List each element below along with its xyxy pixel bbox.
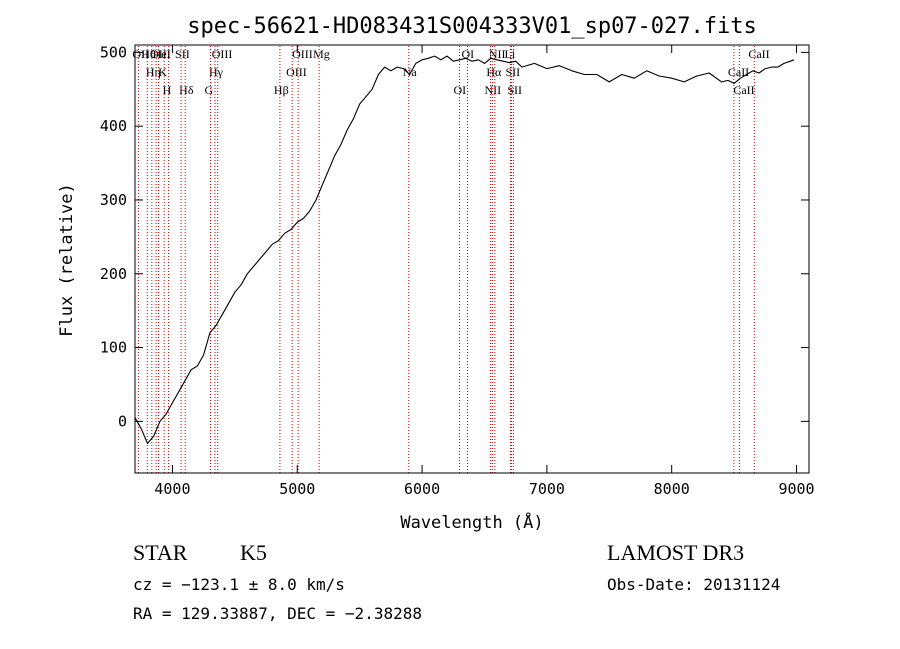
line-marker-label: SII bbox=[507, 83, 522, 97]
chart-title: spec-56621-HD083431S004333V01_sp07-027.f… bbox=[187, 14, 757, 39]
line-marker-label: OIII bbox=[286, 65, 307, 79]
line-marker-label: OIII bbox=[212, 47, 233, 61]
line-marker-label: OIII bbox=[150, 47, 171, 61]
line-marker-label: Na bbox=[403, 65, 418, 79]
line-markers: HθK Hδ OII HeI SII OIII HηH OIII Hγ G OIII OIII Hβ Mg… bbox=[132, 46, 770, 473]
survey-name: LAMOST DR3 bbox=[607, 540, 745, 565]
y-tick-label: 300 bbox=[100, 191, 127, 209]
line-marker-label: K bbox=[158, 65, 167, 79]
y-axis: 0 100 200 300 400 500 bbox=[100, 43, 809, 430]
line-marker-label: G bbox=[205, 83, 214, 97]
y-tick-label: 100 bbox=[100, 339, 127, 357]
spectrum-series bbox=[134, 55, 795, 445]
y-tick-label: 200 bbox=[100, 265, 127, 283]
y-tick-label: 0 bbox=[118, 412, 127, 430]
observation-date: Obs-Date: 20131124 bbox=[607, 575, 781, 594]
line-marker-label: OIII bbox=[292, 47, 313, 61]
line-marker-label: OI bbox=[462, 47, 475, 61]
spectrum-line bbox=[134, 55, 795, 445]
x-tick-label: 7000 bbox=[529, 480, 565, 498]
line-marker-label: NII bbox=[489, 47, 506, 61]
x-tick-label: 5000 bbox=[279, 480, 315, 498]
x-tick-label: 8000 bbox=[654, 480, 690, 498]
line-marker-label: Hα bbox=[486, 65, 502, 79]
line-marker-label: H bbox=[163, 83, 172, 97]
line-marker-label: Hη bbox=[146, 65, 161, 79]
plot-frame bbox=[134, 44, 810, 474]
line-marker-label: OI bbox=[454, 83, 467, 97]
y-axis-label: Flux (relative) bbox=[57, 183, 77, 337]
x-axis: 4000 5000 6000 7000 8000 9000 bbox=[154, 45, 815, 498]
line-marker-label: Hδ bbox=[179, 83, 194, 97]
line-marker-label: CaII bbox=[748, 47, 769, 61]
line-marker-label: CaII bbox=[733, 83, 754, 97]
y-tick-label: 400 bbox=[100, 117, 127, 135]
line-marker-label: SII bbox=[175, 47, 190, 61]
x-tick-label: 4000 bbox=[154, 480, 190, 498]
line-marker-label: CaII bbox=[728, 65, 749, 79]
line-marker-label: Li bbox=[504, 47, 515, 61]
object-subclass: K5 bbox=[240, 540, 267, 565]
line-marker-label: SII bbox=[505, 65, 520, 79]
line-marker-label: OII bbox=[132, 47, 149, 61]
redshift-readout: cz = −123.1 ± 8.0 km/s bbox=[133, 575, 345, 594]
object-class: STAR bbox=[133, 540, 188, 565]
x-tick-label: 6000 bbox=[404, 480, 440, 498]
line-marker-label: Hβ bbox=[274, 83, 289, 97]
line-marker-label: NII bbox=[484, 83, 501, 97]
coordinates-readout: RA = 129.33887, DEC = −2.38288 bbox=[133, 604, 422, 623]
line-marker-label: HeI bbox=[153, 47, 171, 61]
x-axis-label: Wavelength (Å) bbox=[400, 511, 543, 533]
line-marker-label: Mg bbox=[313, 47, 330, 61]
line-marker-label: Hγ bbox=[209, 65, 224, 79]
line-marker-label: Hθ bbox=[141, 47, 156, 61]
y-tick-label: 500 bbox=[100, 43, 127, 61]
x-tick-label: 9000 bbox=[778, 480, 814, 498]
